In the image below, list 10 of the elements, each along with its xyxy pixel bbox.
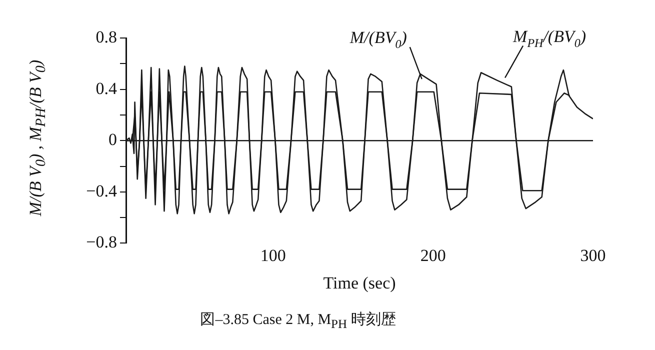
y-tick-label: 0 — [108, 130, 117, 150]
y-tick-label: −0.8 — [86, 232, 117, 252]
x-axis-title: Time (sec) — [323, 273, 396, 292]
y-tick-label: 0.4 — [96, 78, 118, 98]
x-tick-label: 200 — [420, 246, 446, 265]
y-tick-label: 0.8 — [96, 27, 117, 46]
x-tick-label: 300 — [580, 246, 606, 265]
y-tick-label: −0.4 — [86, 181, 118, 200]
x-tick-label: 100 — [260, 246, 286, 265]
text: 図–3.85 Case 2 M, M$_{PH}$ 時刻歴 — [199, 310, 397, 332]
